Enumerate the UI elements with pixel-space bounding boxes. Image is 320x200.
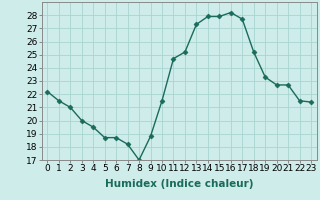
X-axis label: Humidex (Indice chaleur): Humidex (Indice chaleur) [105, 179, 253, 189]
